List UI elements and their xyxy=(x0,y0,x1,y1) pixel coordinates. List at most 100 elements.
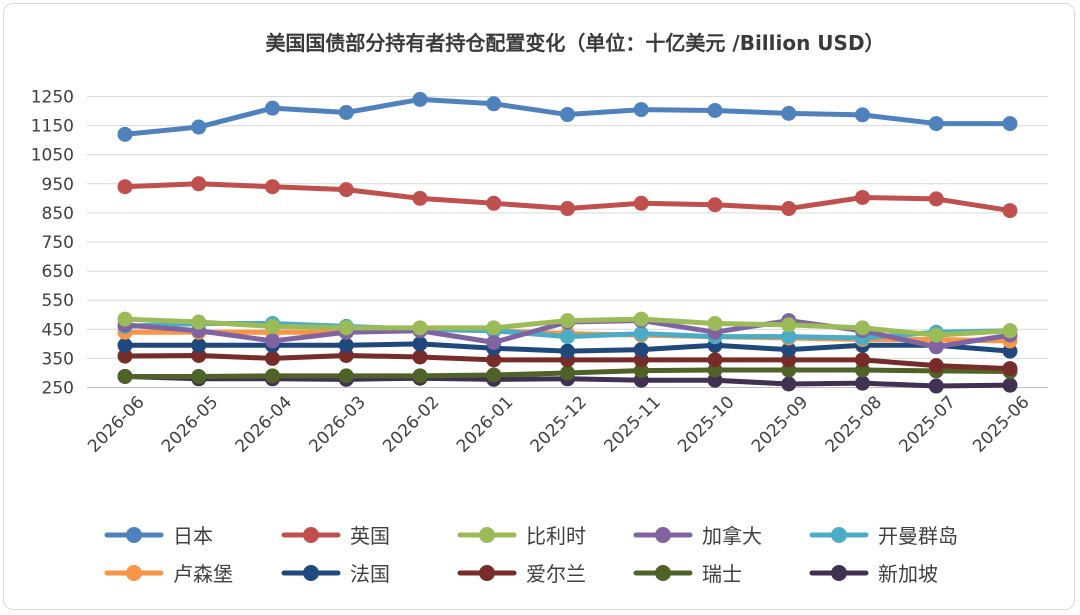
x-tick-label: 2026-05 xyxy=(158,392,222,456)
legend-label: 英国 xyxy=(350,524,390,548)
data-point xyxy=(855,107,870,123)
data-point xyxy=(928,378,944,394)
data-point xyxy=(928,358,944,374)
data-point xyxy=(633,311,649,327)
legend-label: 瑞士 xyxy=(702,562,742,586)
legend-marker xyxy=(126,527,142,543)
data-point xyxy=(486,367,502,383)
data-point xyxy=(265,100,280,116)
x-tick-label: 2025-11 xyxy=(600,392,664,456)
data-point xyxy=(191,176,207,192)
data-point xyxy=(633,326,649,342)
data-point xyxy=(338,105,354,121)
x-tick-label: 2025-07 xyxy=(895,392,959,456)
legend-label: 加拿大 xyxy=(702,524,762,548)
legend-item: 日本 xyxy=(104,524,213,548)
data-point xyxy=(781,376,797,392)
x-tick-label: 2026-02 xyxy=(379,392,443,456)
data-point xyxy=(338,182,354,198)
legend-marker xyxy=(655,527,671,543)
y-tick-label: 850 xyxy=(42,204,74,224)
data-point xyxy=(117,348,133,364)
data-point xyxy=(1002,323,1018,339)
legend-label: 法国 xyxy=(350,562,390,586)
data-point xyxy=(412,91,428,107)
legend-marker xyxy=(479,527,495,543)
legend-marker xyxy=(479,565,495,581)
data-point xyxy=(191,119,207,135)
data-point xyxy=(855,352,870,368)
y-tick-label: 1050 xyxy=(31,146,74,166)
data-point xyxy=(1002,116,1018,132)
legend-item: 比利时 xyxy=(457,524,586,548)
data-point xyxy=(1002,361,1018,377)
data-point xyxy=(781,342,797,358)
data-point xyxy=(855,189,870,205)
legend-marker xyxy=(126,565,142,581)
data-point xyxy=(412,368,428,384)
legend-item: 卢森堡 xyxy=(104,562,233,586)
y-tick-label: 1250 xyxy=(31,88,74,108)
data-point xyxy=(486,334,502,350)
data-point xyxy=(633,195,649,211)
data-point xyxy=(560,365,575,381)
data-point xyxy=(265,350,280,366)
data-point xyxy=(412,320,428,336)
x-tick-label: 2026-04 xyxy=(232,392,296,456)
data-point xyxy=(486,320,502,336)
data-point xyxy=(486,195,502,211)
data-point xyxy=(486,352,502,368)
y-tick-label: 650 xyxy=(42,262,74,282)
data-point xyxy=(1002,203,1018,219)
legend-label: 爱尔兰 xyxy=(526,562,586,586)
y-tick-label: 1150 xyxy=(31,117,74,137)
data-point xyxy=(486,96,502,112)
legend-item: 英国 xyxy=(281,524,390,548)
data-point xyxy=(265,368,280,384)
x-tick-label: 2025-08 xyxy=(822,392,886,456)
data-point xyxy=(412,349,428,365)
data-point xyxy=(781,329,797,345)
legend-item: 爱尔兰 xyxy=(457,562,586,586)
legend-marker xyxy=(655,565,671,581)
data-point xyxy=(117,368,133,384)
x-tick-label: 2026-06 xyxy=(84,392,148,456)
legend-label: 开曼群岛 xyxy=(878,524,958,548)
data-point xyxy=(338,337,354,353)
data-point xyxy=(707,352,723,368)
legend-marker xyxy=(303,527,319,543)
data-point xyxy=(633,342,649,358)
y-tick-label: 550 xyxy=(42,291,74,311)
data-point xyxy=(265,179,280,195)
series-日本 xyxy=(117,91,1018,142)
x-tick-label: 2025-06 xyxy=(969,392,1033,456)
data-point xyxy=(707,102,723,118)
legend-item: 加拿大 xyxy=(633,524,762,548)
data-point xyxy=(928,191,944,207)
legend-marker xyxy=(831,565,847,581)
data-point xyxy=(338,368,354,384)
data-point xyxy=(560,343,575,359)
x-tick-label: 2026-01 xyxy=(453,392,517,456)
data-point xyxy=(117,311,133,327)
data-point xyxy=(191,314,207,330)
data-point xyxy=(560,201,575,217)
data-point xyxy=(707,197,723,213)
legend-marker xyxy=(303,565,319,581)
data-point xyxy=(928,327,944,343)
x-tick-label: 2026-03 xyxy=(305,392,369,456)
legend-item: 瑞士 xyxy=(633,562,742,586)
chart-title: 美国国债部分持有者持仓配置变化（单位：十亿美元 /Billion USD） xyxy=(265,31,884,55)
data-point xyxy=(928,116,944,132)
y-axis: 250 350 450 550 650 750 850 950 1050 1150 1250 xyxy=(31,88,74,399)
data-point xyxy=(781,201,797,217)
legend-label: 日本 xyxy=(173,524,213,548)
legend-label: 新加坡 xyxy=(878,562,938,586)
x-tick-label: 2025-10 xyxy=(674,392,738,456)
data-point xyxy=(1002,377,1018,393)
legend-marker xyxy=(831,527,847,543)
data-point xyxy=(117,126,133,142)
data-point xyxy=(117,337,133,353)
y-tick-label: 250 xyxy=(42,379,74,399)
data-point xyxy=(560,329,575,345)
